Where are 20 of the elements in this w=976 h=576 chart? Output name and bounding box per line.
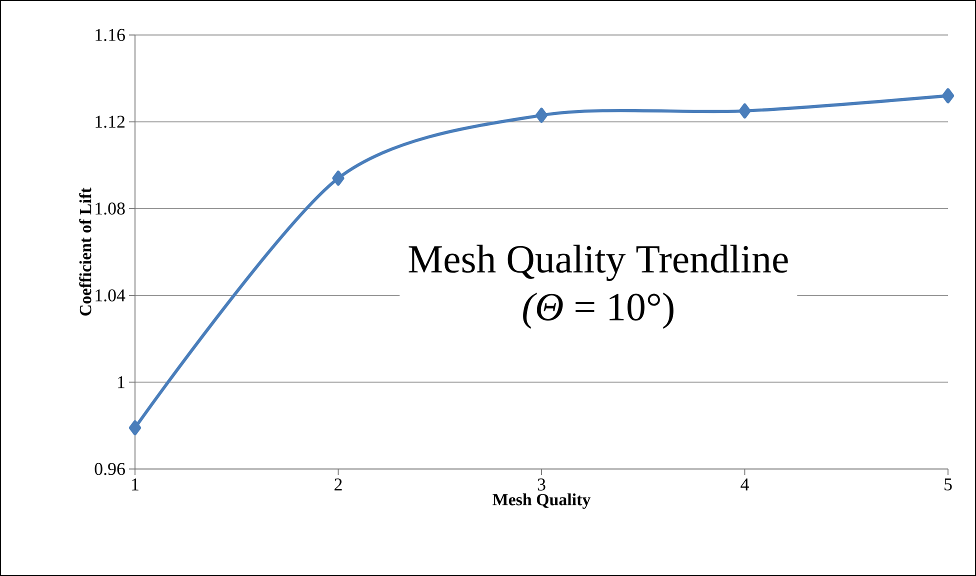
point (942, 88, 954, 104)
text: (Θ = 10°) (523, 292, 674, 329)
y-tick-label: 1.16 (96, 28, 125, 42)
y-tick-label: 1.12 (96, 116, 124, 128)
x-tick-label: 1 (132, 478, 138, 490)
x-tick-label: 5 (944, 478, 952, 490)
x-tick-label: 3 (538, 478, 546, 491)
x-tick-label: 4 (740, 478, 749, 490)
y-tick-label: 1.08 (96, 202, 125, 215)
point (535, 108, 548, 123)
y-tick-label: 1 (118, 376, 124, 388)
text: Mesh Quality Trendline (408, 244, 788, 281)
y-tick-label: 1.04 (96, 289, 126, 302)
x-tick-label: 2 (334, 478, 342, 490)
x-axis-title: Mesh Quality (492, 493, 590, 509)
y-tick-label: 0.96 (94, 462, 125, 476)
point (332, 170, 344, 186)
y-axis-title: Coefficient of Lift (79, 188, 92, 316)
point (738, 103, 751, 119)
point (128, 420, 142, 436)
